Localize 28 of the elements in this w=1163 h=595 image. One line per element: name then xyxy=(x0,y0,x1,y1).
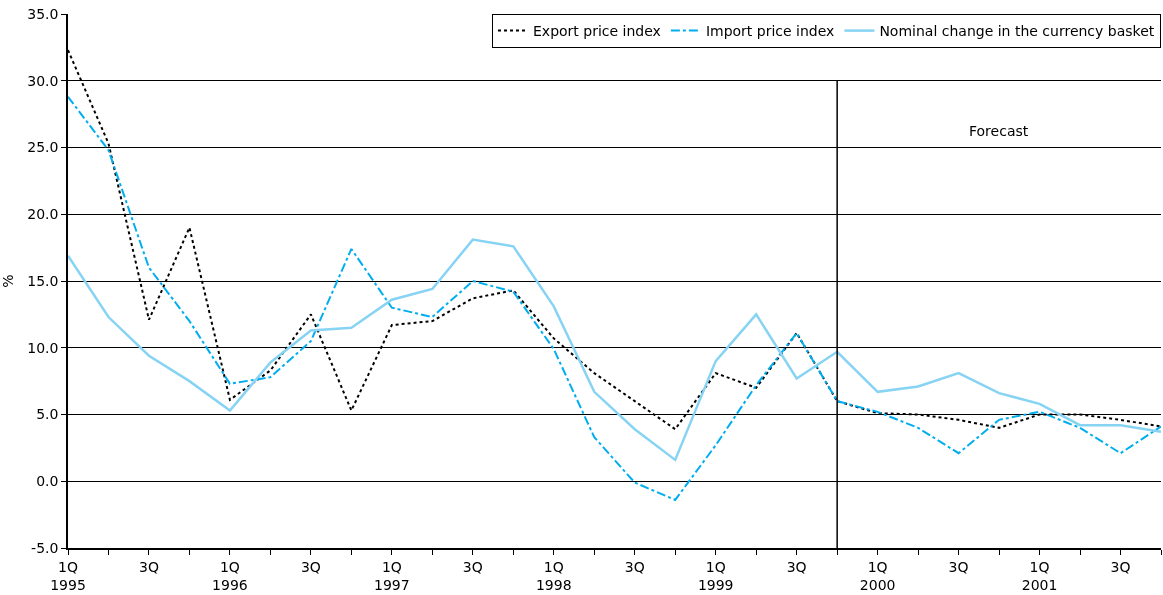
legend-label: Export price index xyxy=(533,23,661,40)
y-tick-label: 35.0 xyxy=(27,5,59,22)
x-tick-label: 3Q xyxy=(300,558,321,575)
y-tick-label: 30.0 xyxy=(27,72,59,89)
x-tick-label: 1Q 1999 xyxy=(697,558,734,593)
x-tick-label: 3Q xyxy=(138,558,159,575)
x-tick-label: 3Q xyxy=(948,558,969,575)
x-tick-label: 1Q 1998 xyxy=(535,558,572,593)
y-tick-label: 25.0 xyxy=(27,139,59,156)
y-axis-title: % xyxy=(0,274,16,288)
x-tick-label: 1Q 1996 xyxy=(212,558,248,593)
legend-label: Import price index xyxy=(705,23,835,40)
x-tick-label: 1Q 2001 xyxy=(1021,558,1058,593)
y-tick-label: 10.0 xyxy=(27,339,59,356)
x-tick-label: 1Q 1997 xyxy=(374,558,410,593)
y-tick-label: 20.0 xyxy=(27,206,59,223)
annotation: Forecast xyxy=(969,123,1029,139)
y-tick-label: -5.0 xyxy=(31,539,59,556)
x-tick-label: 3Q xyxy=(786,558,807,575)
y-tick-label: 15.0 xyxy=(27,272,59,289)
x-tick-label: 1Q 2000 xyxy=(859,558,896,593)
x-tick-label: 3Q xyxy=(1110,558,1131,575)
x-tick-label: 3Q xyxy=(462,558,483,575)
x-tick-label: 3Q xyxy=(624,558,645,575)
y-tick-label: 5.0 xyxy=(36,406,59,423)
y-tick-label: 0.0 xyxy=(36,473,59,490)
legend-label: Nominal change in the currency basket xyxy=(879,23,1155,40)
x-tick-label: 1Q 1995 xyxy=(50,558,86,593)
